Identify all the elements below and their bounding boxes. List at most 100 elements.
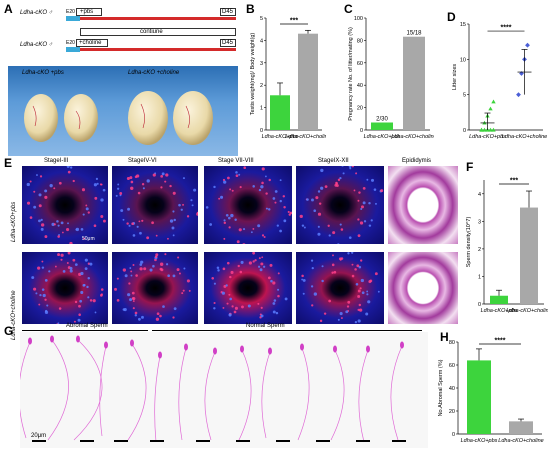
bar-0	[467, 360, 491, 434]
row1-end-box	[220, 8, 236, 16]
y-axis-title: Litter sizes	[452, 64, 458, 91]
sperm-head	[366, 345, 370, 353]
row1-genotype: Ldha-cKO ♂	[20, 10, 54, 16]
panel-label-a: A	[4, 2, 13, 16]
micrograph-r1-c1	[22, 166, 108, 244]
nuclei-dots	[26, 166, 106, 244]
sperm-tail	[127, 343, 147, 441]
nuclei-dots	[301, 252, 380, 324]
normal-title: Normal Sperm	[246, 323, 285, 329]
bar-1	[403, 36, 425, 130]
sperm-head	[240, 345, 244, 353]
data-point	[482, 127, 487, 132]
y-tick-label: 20	[357, 106, 363, 112]
sperm-tail	[297, 347, 310, 441]
photo-label-left: Ldha-cKO +pbs	[22, 70, 64, 76]
y-tick-label: 15	[460, 22, 466, 28]
timeline-cyan-2	[66, 47, 80, 52]
chart-f: 0 1 2 3 4 Sperm density(10^7) Ldha-cKO+pbsLdha…	[466, 178, 548, 315]
micrograph-r2-c3	[204, 252, 292, 324]
sperm-panel	[20, 332, 428, 448]
data-point	[525, 42, 530, 48]
scale-bar-tick	[276, 440, 290, 442]
sperm-tail	[178, 347, 187, 441]
x-tick-label: Ldha-cKO+choline	[391, 134, 434, 140]
micrograph-r2-c1	[22, 252, 108, 324]
nuclei-dots	[31, 252, 104, 324]
chart-d: 0 5 10 15 Litter sizes Ldha-cKO+pbsLdha-cKO+c…	[452, 22, 547, 140]
row2-treat-box	[76, 39, 108, 47]
row1-treat: +pbs	[80, 9, 94, 15]
bar-1	[509, 421, 533, 434]
nuclei-dots	[205, 166, 292, 244]
sperm-head	[300, 343, 304, 351]
y-tick-label: 5	[260, 16, 263, 22]
data-point	[516, 92, 521, 98]
stage-label-3: Stage VII-VIII	[218, 158, 254, 164]
nuclei-dots	[211, 252, 288, 319]
y-tick-label: 1	[260, 106, 263, 112]
y-tick-label: 3	[260, 61, 263, 67]
sperm-tail	[204, 351, 216, 441]
scale-bar-tick	[316, 440, 330, 442]
row2-e20: E20	[66, 40, 75, 46]
scale-bar-g: 20μm	[31, 433, 47, 439]
stage-label-4: StageIX-XII	[318, 158, 349, 164]
y-tick-label: 0	[260, 128, 263, 134]
panel-label-h: H	[440, 330, 449, 344]
panel-label-c: C	[344, 2, 353, 16]
micrograph-r1-c3	[204, 166, 292, 244]
photo-label-right: Ldha-cKO +choline	[128, 70, 180, 76]
sperm-tail	[330, 349, 345, 441]
continue-label: contiune	[140, 29, 163, 35]
panel-label-f: F	[466, 160, 474, 174]
stage-label-5: Epididymis	[402, 158, 432, 164]
sperm-tail	[390, 345, 403, 441]
y-tick-label: 40	[449, 386, 455, 392]
bar-0	[270, 95, 290, 130]
sig-label: ***	[290, 18, 298, 25]
stage-label-1: StageI-III	[44, 158, 69, 164]
y-tick-label: 4	[478, 192, 481, 198]
bar-0	[490, 295, 508, 304]
timeline-bar-1	[66, 17, 236, 20]
nuclei-dots	[299, 166, 384, 244]
micrograph-r1-c5	[388, 166, 458, 244]
abnormal-bracket	[22, 330, 148, 331]
y-tick-label: 0	[452, 432, 455, 438]
scale-bar-tick	[196, 440, 210, 442]
data-point	[491, 99, 496, 104]
y-tick-label: 2	[260, 83, 263, 89]
bar-0	[371, 122, 393, 130]
y-tick-label: 60	[449, 363, 455, 369]
micrograph-r1-c4	[296, 166, 384, 244]
sperm-head	[76, 335, 80, 343]
row2-treat: +choline	[79, 40, 102, 46]
x-tick-label: Ldha-cKO+pbs	[461, 438, 498, 444]
sperm-head	[130, 339, 134, 347]
y-tick-label: 3	[478, 219, 481, 225]
stage-label-2: StageIV-VI	[128, 158, 157, 164]
testis-2	[64, 94, 98, 142]
x-tick-label: Ldha-cKO+choline	[285, 134, 326, 140]
data-point	[488, 127, 493, 132]
continue-box	[80, 28, 236, 36]
sperm-head	[213, 347, 217, 355]
sperm-head	[28, 337, 32, 345]
timeline-bar-2	[66, 48, 236, 51]
y-axis-title: Sperm density(10^7)	[466, 217, 472, 268]
data-point	[491, 127, 496, 132]
y-tick-label: 5	[463, 93, 466, 99]
scale-bar-20um	[32, 440, 46, 442]
row1-e20: E20	[66, 9, 75, 15]
nuclei-dots	[114, 253, 191, 321]
scale-bar-e: 50μm	[82, 236, 95, 242]
nuclei-dots	[115, 172, 198, 240]
panel-label-g: G	[4, 324, 14, 338]
y-axis-title: Testis weight(mg)/ Body weight(g)	[250, 33, 256, 116]
row2-end-box	[220, 39, 236, 47]
sperm-head	[333, 345, 337, 353]
y-tick-label: 10	[460, 57, 466, 63]
panel-label-e: E	[4, 156, 13, 170]
